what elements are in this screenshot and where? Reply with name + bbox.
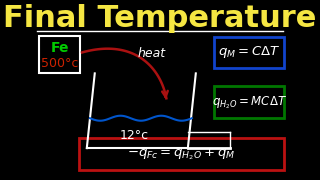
Text: 500°c: 500°c (41, 57, 78, 70)
Text: Fe: Fe (51, 41, 69, 55)
Text: $q_M = C\Delta T$: $q_M = C\Delta T$ (218, 44, 280, 60)
Text: $q_{H_2O} = MC\Delta T$: $q_{H_2O} = MC\Delta T$ (212, 94, 287, 111)
Text: heat: heat (138, 47, 166, 60)
Text: 12°c: 12°c (120, 129, 149, 142)
Text: Final Temperature: Final Temperature (3, 4, 317, 33)
Text: $-q_{Fc} = q_{H_2O} + q_M$: $-q_{Fc} = q_{H_2O} + q_M$ (127, 146, 236, 162)
